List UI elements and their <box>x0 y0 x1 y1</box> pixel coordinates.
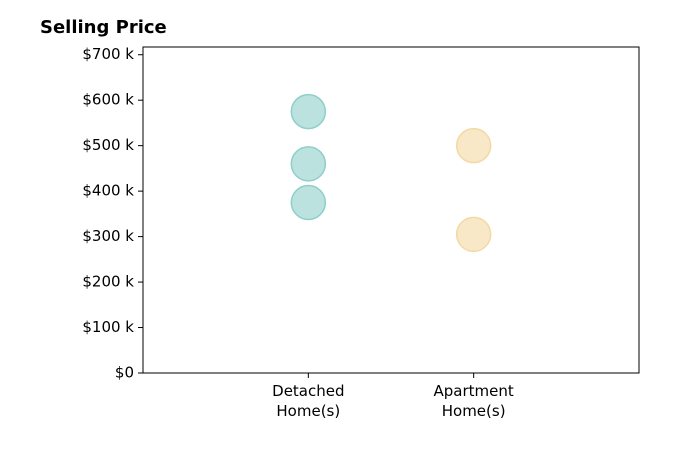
y-tick-label: $700 k <box>82 45 134 63</box>
point <box>290 93 327 130</box>
chart-title: Selling Price <box>40 17 167 38</box>
point <box>455 216 492 253</box>
y-tick-label: $400 k <box>82 182 134 200</box>
y-tick-label: $600 k <box>82 91 134 109</box>
point <box>455 127 492 164</box>
y-tick-label: $500 k <box>82 136 134 154</box>
y-tick-label: $100 k <box>82 318 134 336</box>
x-tick-label: Detached Home(s) <box>272 382 345 420</box>
x-tick-label: Apartment Home(s) <box>433 382 514 420</box>
point <box>290 146 327 182</box>
y-tick-label: $200 k <box>82 273 134 291</box>
plot-frame <box>142 46 640 374</box>
y-tick-label: $300 k <box>82 227 134 245</box>
y-tick-label: $0 <box>115 364 134 382</box>
point <box>290 184 327 221</box>
